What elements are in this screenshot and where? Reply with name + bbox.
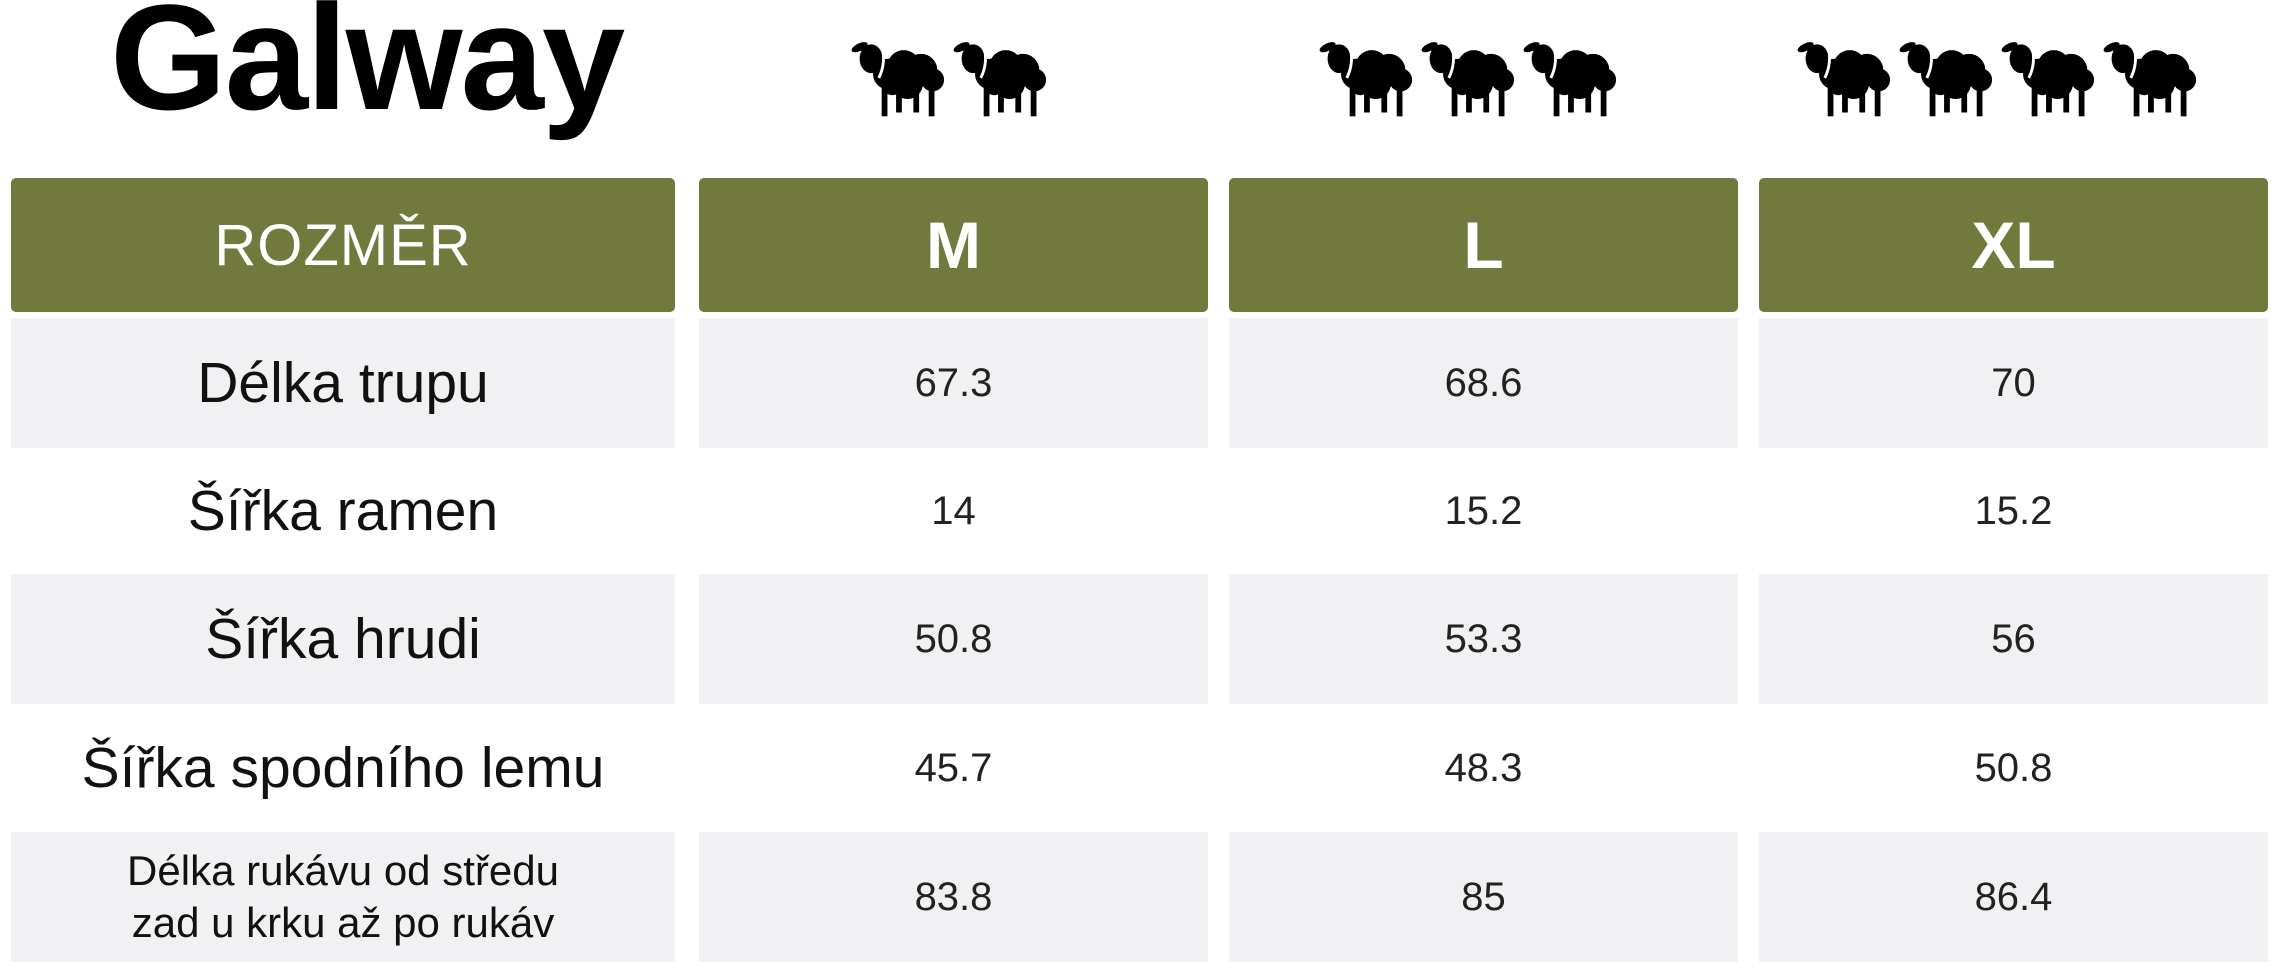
table-cell: 68.6 [1229, 318, 1738, 448]
sheep-icon [952, 28, 1048, 124]
row-label-line: zad u krku až po rukáv [131, 899, 555, 946]
row-label: Délka trupu [11, 318, 675, 448]
table-cell: 83.8 [699, 832, 1208, 962]
sheep-group-l [1318, 28, 1618, 128]
row-label: Šířka hrudi [11, 574, 675, 704]
table-cell: 86.4 [1759, 832, 2268, 962]
table-cell: 85 [1229, 832, 1738, 962]
sheep-icon [2000, 28, 2096, 124]
row-label: Šířka ramen [187, 479, 499, 543]
header-label-text: ROZMĚR [214, 212, 472, 278]
table-cell: 15.2 [1444, 488, 1523, 533]
sheep-group-m [850, 28, 1048, 128]
header-size-text: M [926, 208, 981, 282]
header-size-xl: XL [1759, 178, 2268, 312]
table-cell: 48.3 [1444, 745, 1523, 790]
page-title: Galway [110, 0, 625, 141]
sheep-icon [1318, 28, 1414, 124]
sheep-icon [1898, 28, 1994, 124]
sheep-icon [2102, 28, 2198, 124]
row-label: Délka rukávu od středu zad u krku až po … [11, 832, 675, 962]
header-size-label: ROZMĚR [11, 178, 675, 312]
table-cell: 15.2 [1974, 488, 2053, 533]
table-cell: 45.7 [914, 745, 993, 790]
header-size-l: L [1229, 178, 1738, 312]
header-size-m: M [699, 178, 1208, 312]
sheep-icon [850, 28, 946, 124]
table-cell: 53.3 [1229, 574, 1738, 704]
sheep-icon [1420, 28, 1516, 124]
sheep-icon [1522, 28, 1618, 124]
row-label-line: Délka rukávu od středu [127, 846, 559, 894]
table-cell: 14 [931, 488, 976, 533]
table-cell: 50.8 [1974, 745, 2053, 790]
sheep-group-xl [1796, 28, 2198, 128]
sheep-icon [1796, 28, 1892, 124]
header-size-text: L [1463, 208, 1504, 282]
header-size-text: XL [1971, 208, 2056, 282]
table-cell: 67.3 [699, 318, 1208, 448]
row-label: Šířka spodního lemu [81, 736, 605, 800]
table-cell: 50.8 [699, 574, 1208, 704]
table-cell: 56 [1759, 574, 2268, 704]
table-cell: 70 [1759, 318, 2268, 448]
